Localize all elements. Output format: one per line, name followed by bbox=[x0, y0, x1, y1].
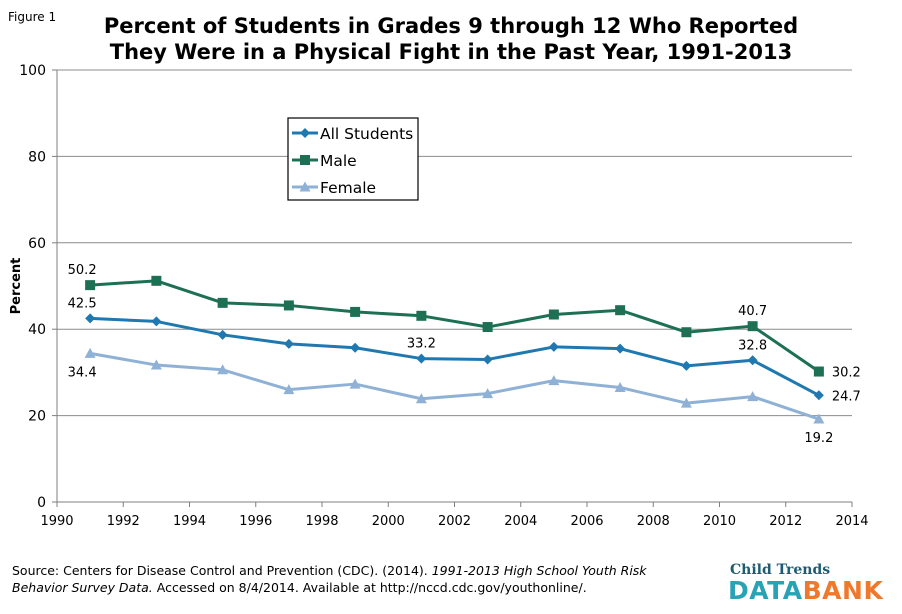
data-point-all-students-2001 bbox=[416, 353, 427, 364]
data-point-all-students-1997 bbox=[283, 338, 294, 349]
chart-title-line-1: Percent of Students in Grades 9 through … bbox=[103, 14, 799, 38]
data-point-female-1991 bbox=[84, 347, 96, 358]
data-label-all-students-2001: 33.2 bbox=[407, 337, 436, 352]
x-tick-label-2010: 2010 bbox=[703, 514, 736, 529]
logo-child-trends: Child Trends bbox=[730, 562, 831, 578]
figure-label: Figure 1 bbox=[8, 10, 57, 24]
x-tick-label-2004: 2004 bbox=[504, 514, 537, 529]
data-label-female-1991: 34.4 bbox=[68, 365, 97, 380]
y-tick-label-0: 0 bbox=[37, 495, 46, 511]
series-line-male bbox=[90, 279, 820, 373]
child-trends-databank-logo: Child Trends DATABANK bbox=[728, 562, 888, 605]
data-point-all-students-1995 bbox=[217, 329, 228, 340]
data-label-male-2011: 40.7 bbox=[738, 304, 767, 319]
data-point-male-1991 bbox=[85, 280, 96, 291]
x-tick-label-1990: 1990 bbox=[40, 514, 73, 529]
data-point-male-2005 bbox=[548, 309, 559, 320]
data-point-female-2003 bbox=[482, 388, 494, 399]
data-point-male-2013 bbox=[813, 366, 824, 377]
x-tick-label-1996: 1996 bbox=[239, 514, 272, 529]
data-point-all-students-1999 bbox=[350, 342, 361, 353]
x-tick-label-1998: 1998 bbox=[305, 514, 338, 529]
y-tick-label-40: 40 bbox=[28, 322, 46, 338]
source-prefix: Source: Centers for Disease Control and … bbox=[12, 563, 432, 578]
data-point-male-1997 bbox=[283, 300, 294, 311]
x-tick-label-2002: 2002 bbox=[438, 514, 471, 529]
data-point-male-2007 bbox=[615, 305, 626, 316]
data-point-female-1997 bbox=[283, 384, 295, 395]
data-label-male-2013: 30.2 bbox=[832, 366, 861, 381]
source-suffix: Accessed on 8/4/2014. Available at http:… bbox=[152, 580, 587, 595]
series-line-female bbox=[89, 351, 820, 421]
data-label-all-students-1991: 42.5 bbox=[68, 296, 97, 311]
chart-title-line-2: They Were in a Physical Fight in the Pas… bbox=[109, 40, 793, 64]
data-point-all-students-1991 bbox=[85, 313, 96, 324]
y-tick-label-80: 80 bbox=[28, 149, 46, 165]
legend-label-male: Male bbox=[320, 152, 357, 170]
x-tick-label-2014: 2014 bbox=[835, 514, 868, 529]
data-label-all-students-2013: 24.7 bbox=[832, 389, 861, 404]
data-point-male-2011 bbox=[747, 321, 758, 332]
data-point-all-students-1993 bbox=[151, 316, 162, 327]
data-point-female-1999 bbox=[349, 378, 361, 389]
data-point-female-2013 bbox=[813, 413, 825, 424]
series-all-students bbox=[90, 316, 820, 397]
x-tick-label-2008: 2008 bbox=[637, 514, 670, 529]
x-tick-label-2012: 2012 bbox=[769, 514, 802, 529]
logo-databank: DATABANK bbox=[728, 576, 888, 605]
x-tick-label-2006: 2006 bbox=[570, 514, 603, 529]
logo-bank: BANK bbox=[802, 576, 884, 605]
legend-marker-female bbox=[299, 181, 311, 192]
data-point-all-students-2009 bbox=[681, 360, 692, 371]
series-male bbox=[90, 279, 820, 373]
legend-label-female: Female bbox=[320, 179, 376, 197]
data-point-male-2003 bbox=[482, 322, 493, 333]
source-title: 1991-2013 High School Youth Risk Behavio… bbox=[12, 563, 647, 595]
series-line-all-students bbox=[90, 316, 820, 397]
source-note: Source: Centers for Disease Control and … bbox=[12, 562, 702, 596]
data-point-all-students-2011 bbox=[747, 355, 758, 366]
x-tick-label-1994: 1994 bbox=[173, 514, 206, 529]
y-tick-label-60: 60 bbox=[28, 236, 46, 252]
data-point-female-2011 bbox=[747, 391, 759, 402]
y-tick-label-20: 20 bbox=[28, 409, 46, 425]
data-point-all-students-2013 bbox=[813, 390, 824, 401]
x-tick-label-2000: 2000 bbox=[372, 514, 405, 529]
y-axis-label: Percent bbox=[9, 258, 24, 315]
logo-data: DATA bbox=[728, 576, 803, 605]
data-label-male-1991: 50.2 bbox=[68, 263, 97, 278]
data-point-male-1995 bbox=[217, 297, 228, 308]
data-point-female-1993 bbox=[150, 359, 162, 370]
x-tick-label-1992: 1992 bbox=[107, 514, 140, 529]
y-tick-label-100: 100 bbox=[19, 63, 46, 79]
legend-label-all-students: All Students bbox=[320, 125, 413, 143]
data-point-male-2009 bbox=[681, 327, 692, 338]
data-label-female-2013: 19.2 bbox=[804, 431, 833, 446]
data-point-all-students-2003 bbox=[482, 354, 493, 365]
data-point-female-2009 bbox=[680, 397, 692, 408]
data-point-all-students-2005 bbox=[548, 341, 559, 352]
data-point-female-1995 bbox=[217, 364, 229, 375]
data-point-all-students-2007 bbox=[615, 343, 626, 354]
data-point-female-2001 bbox=[415, 393, 427, 404]
series-female bbox=[89, 351, 820, 421]
data-label-all-students-2011: 32.8 bbox=[738, 338, 767, 353]
data-point-male-1999 bbox=[350, 306, 361, 317]
legend-marker-all-students bbox=[300, 128, 310, 138]
chart-title: Percent of Students in Grades 9 through … bbox=[0, 13, 902, 65]
legend-marker-male bbox=[300, 155, 310, 165]
data-point-female-2007 bbox=[614, 382, 626, 393]
data-point-female-2005 bbox=[548, 375, 560, 386]
data-point-male-2001 bbox=[416, 310, 427, 321]
data-point-male-1993 bbox=[151, 275, 162, 286]
